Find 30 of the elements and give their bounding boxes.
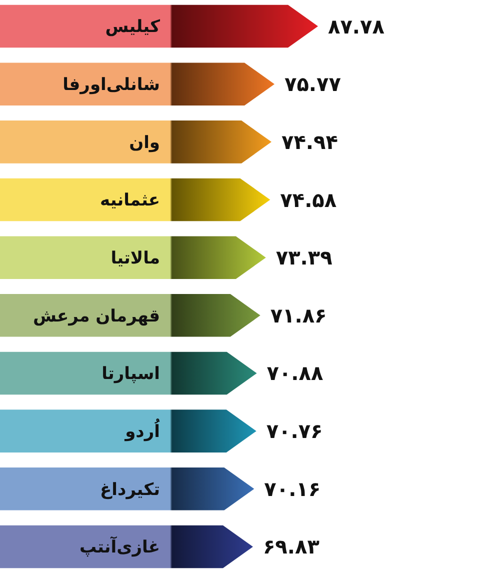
bar: [0, 467, 254, 510]
bar: [0, 120, 272, 164]
data-label: ۷۳.۳۹: [276, 246, 332, 270]
data-label: ۷۴.۵۸: [280, 188, 337, 212]
y-tick-label: تکیرداغ: [100, 480, 160, 500]
y-tick-label: کیلیس: [105, 17, 160, 38]
bar: [0, 525, 253, 568]
bar: [0, 178, 270, 222]
y-tick-label: اسپارتا: [102, 364, 160, 384]
bar: [0, 4, 318, 48]
bar: [0, 236, 266, 279]
data-label: ۷۵.۷۷: [284, 72, 341, 96]
data-label: ۷۴.۹۴: [281, 130, 338, 154]
y-tick-label: وان: [129, 132, 160, 153]
data-label: ۷۰.۷۶: [266, 419, 323, 444]
bar: [0, 62, 274, 106]
y-tick-label: عثمانیه: [100, 190, 160, 211]
bar: [0, 352, 257, 395]
bar: [0, 294, 260, 337]
y-tick-label: شانلی‌اورفا: [62, 75, 160, 96]
data-label: ۷۰.۱۶: [264, 476, 321, 501]
data-label: ۷۱.۸۶: [270, 303, 327, 328]
bar: [0, 410, 256, 452]
y-tick-label: اُردو: [124, 418, 160, 442]
data-label: ۸۷.۷۸: [328, 14, 384, 38]
data-label: ۶۹.۸۳: [262, 534, 320, 559]
y-tick-label: مالاتیا: [110, 248, 160, 269]
y-tick-label: قهرمان مرعش: [32, 306, 160, 326]
data-label: ۷۰.۸۸: [266, 361, 324, 386]
y-tick-label: غازی‌آنتپ: [79, 536, 160, 558]
